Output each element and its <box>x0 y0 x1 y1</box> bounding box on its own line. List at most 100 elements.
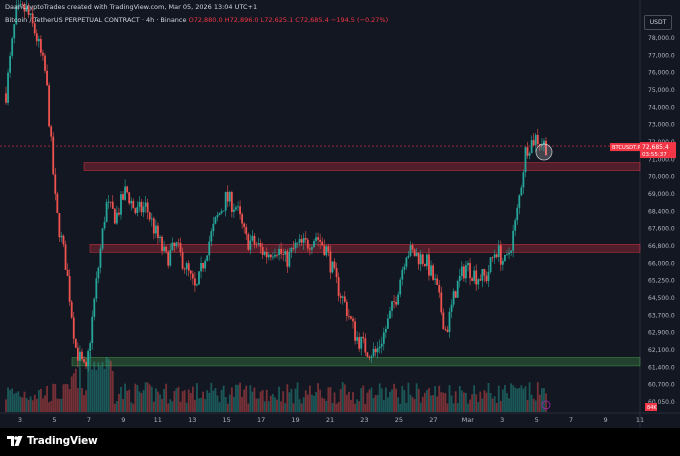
volume-bar <box>487 382 490 412</box>
volume-bar <box>19 396 22 412</box>
volume-bar <box>228 394 231 412</box>
volume-bar <box>278 386 280 412</box>
volume-bar <box>58 398 61 412</box>
candle-body <box>444 329 447 331</box>
volume-bar <box>124 383 126 412</box>
price-tick-label: 71,000.0 <box>648 156 675 163</box>
candle-body <box>465 265 467 279</box>
volume-bar <box>423 392 426 412</box>
event-marker-icon <box>541 400 551 410</box>
volume-bar <box>122 398 124 412</box>
currency-button[interactable]: USDT <box>644 15 672 30</box>
volume-bar <box>347 391 350 412</box>
candle-body <box>148 212 151 220</box>
candle-body <box>130 200 133 204</box>
price-chart[interactable]: 78,000.0 77,000.0 76,000.0 75,000.0 74,000.0… <box>0 0 680 428</box>
volume-bar <box>249 385 252 412</box>
volume-bar <box>87 364 90 412</box>
volume-bar <box>304 390 307 412</box>
volume-bar <box>15 392 18 412</box>
candle-body <box>440 292 443 313</box>
candle-body <box>138 201 141 207</box>
volume-bar <box>395 388 398 412</box>
candle-body <box>446 329 449 332</box>
candle-body <box>276 254 278 256</box>
candle-body <box>154 225 157 234</box>
highlight-circle <box>535 143 553 161</box>
candle-body <box>157 225 159 239</box>
volume-bar <box>356 399 359 412</box>
candle-body <box>522 172 525 188</box>
candle-body <box>193 278 196 286</box>
candle-body <box>161 236 163 252</box>
candle-body <box>499 245 502 265</box>
candle-body <box>417 252 420 265</box>
volume-bar <box>146 382 149 412</box>
candle-body <box>331 261 334 273</box>
volume-bar <box>257 398 260 412</box>
volume-bar <box>142 390 145 412</box>
candle-body <box>323 245 326 256</box>
candle-body <box>216 215 219 218</box>
candle-body <box>407 255 410 258</box>
volume-bar <box>17 391 20 412</box>
volume-bar <box>352 392 354 412</box>
candle-body <box>508 252 510 255</box>
candle-body <box>272 256 274 258</box>
volume-bar <box>103 368 106 412</box>
candle-body <box>387 318 389 329</box>
volume-bar <box>120 386 122 412</box>
candle-body <box>239 206 241 215</box>
candle-body <box>448 311 451 332</box>
volume-bar <box>181 391 184 412</box>
candle-body <box>368 356 371 358</box>
candle-body <box>255 244 258 246</box>
candle-body <box>140 201 143 213</box>
volume-bar <box>540 388 543 412</box>
candle-body <box>204 260 207 269</box>
volume-bar <box>265 389 268 412</box>
change-value: −194.5 (−0.27%) <box>330 16 389 24</box>
candle-body <box>85 362 87 367</box>
tradingview-logo: TradingView <box>7 435 98 447</box>
candle-body <box>436 278 439 286</box>
candle-body <box>5 93 7 103</box>
volume-bar <box>272 393 274 412</box>
volume-bar <box>21 397 24 412</box>
volume-bar <box>11 388 14 412</box>
candle-body <box>528 153 531 156</box>
volume-bar <box>380 388 383 412</box>
volume-bar <box>428 388 430 412</box>
candle-body <box>296 242 299 244</box>
candle-body <box>37 38 40 42</box>
time-tick-label: 19 <box>291 416 299 424</box>
candle-body <box>23 4 26 12</box>
candle-body <box>42 52 44 56</box>
volume-bar <box>48 402 51 412</box>
candle-body <box>179 242 182 253</box>
candle-body <box>475 270 478 285</box>
volume-bar <box>210 382 213 412</box>
candle-body <box>76 347 79 361</box>
volume-bar <box>241 396 244 412</box>
candle-body <box>421 254 424 264</box>
candle-body <box>247 234 250 250</box>
volume-bar <box>384 387 387 412</box>
candle-body <box>286 251 289 267</box>
candle-body <box>395 301 398 305</box>
volume-bar <box>5 399 7 412</box>
candle-body <box>483 269 486 276</box>
volume-bar <box>218 402 221 412</box>
volume-bar <box>306 394 309 412</box>
volume-bar <box>389 391 391 412</box>
candle-body <box>187 263 190 271</box>
open-value: O72,880.0 <box>188 16 223 24</box>
candle-body <box>366 352 369 357</box>
candle-body <box>354 321 356 341</box>
volume-bar <box>290 388 293 412</box>
candle-body <box>9 55 12 73</box>
volume-bar <box>534 400 537 412</box>
volume-bar <box>284 403 287 412</box>
candle-body <box>473 270 476 281</box>
